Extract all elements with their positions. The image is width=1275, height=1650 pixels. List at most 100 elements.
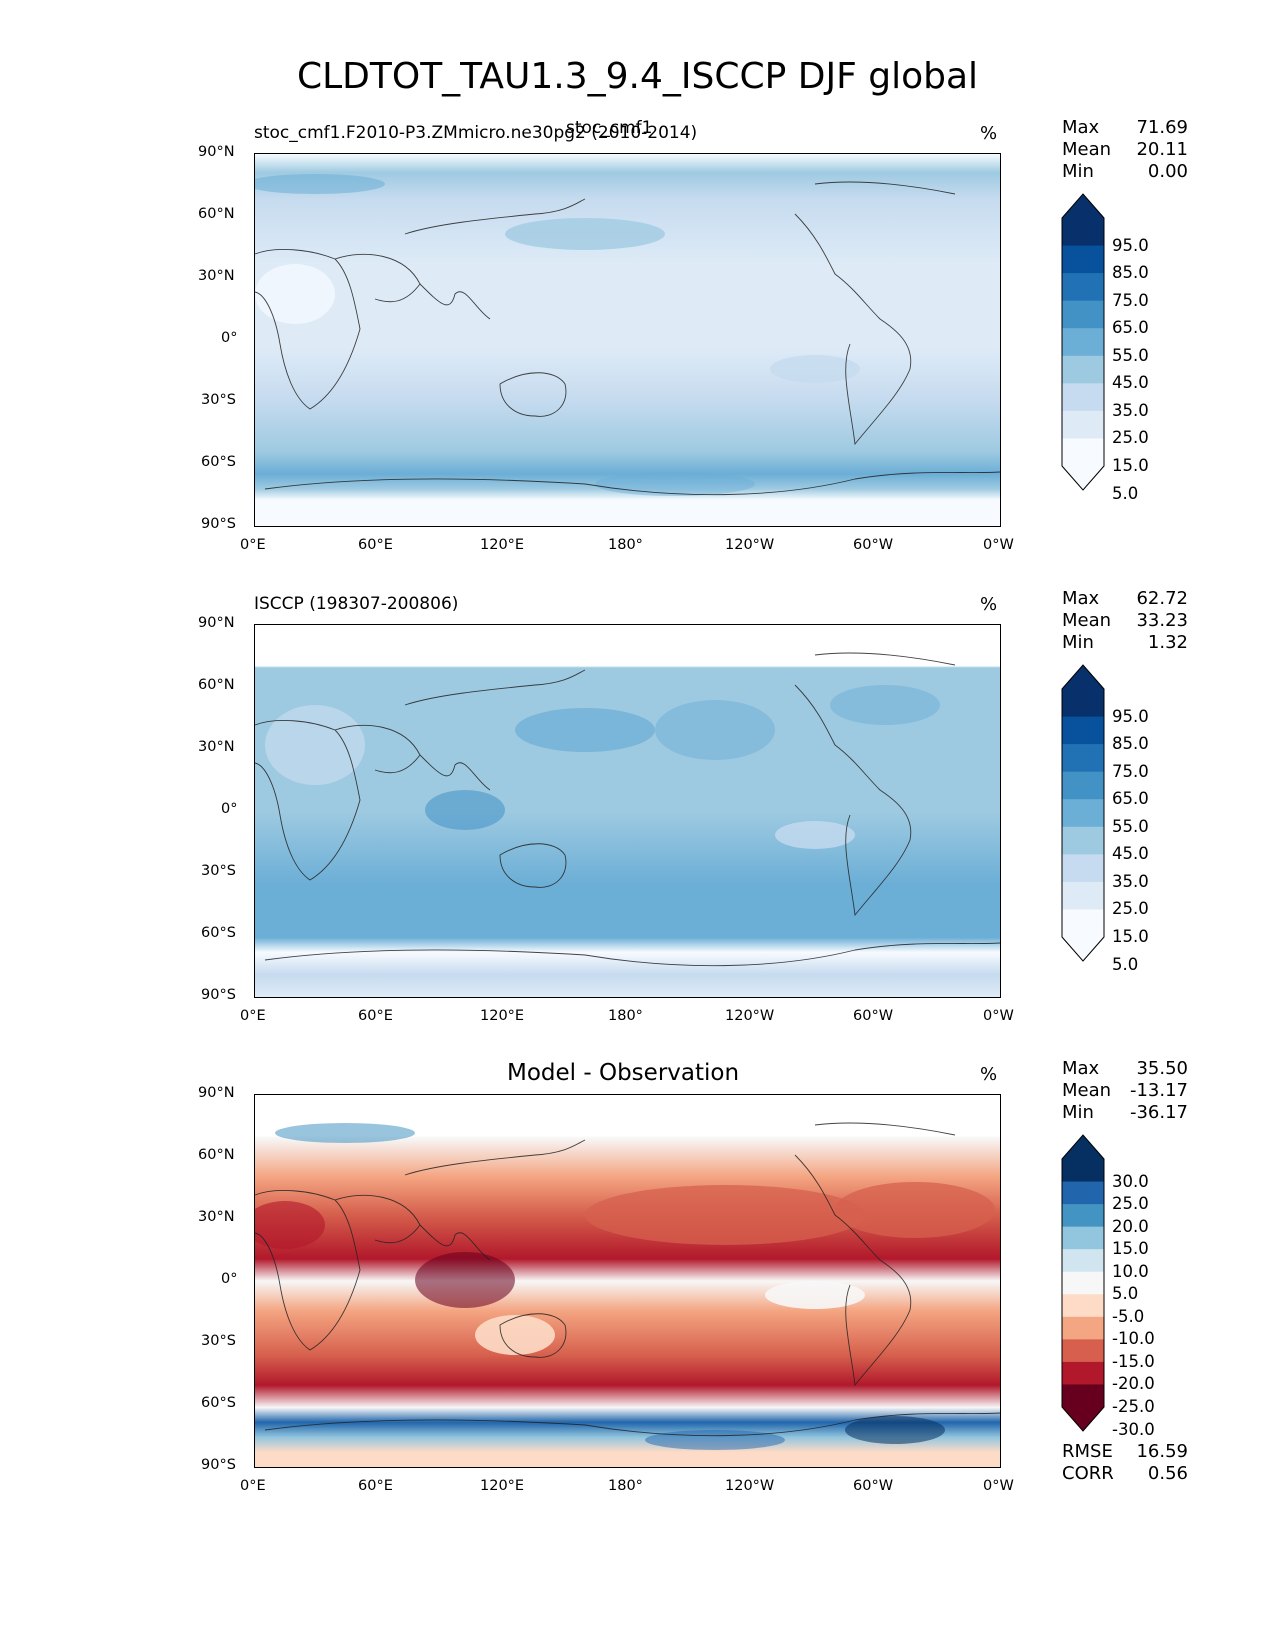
panel-obs-units: % bbox=[980, 594, 998, 615]
colorbar-tick-label: 45.0 bbox=[1112, 373, 1149, 393]
colorbar-band bbox=[1062, 355, 1104, 384]
stat-value: 0.00 bbox=[1147, 161, 1188, 182]
colorbar-tick-label: 65.0 bbox=[1112, 318, 1149, 338]
lon-tick: 60°W bbox=[853, 1478, 894, 1494]
lon-tick: 0°W bbox=[983, 1478, 1014, 1494]
colorbar-band bbox=[1062, 826, 1104, 855]
lat-tick: 60°S bbox=[201, 1395, 236, 1411]
colorbar-extend-bottom bbox=[1062, 466, 1104, 490]
panel-model-subtitle-left: stoc_cmf1.F2010-P3.ZMmicro.ne30pg2 (2010… bbox=[254, 123, 698, 143]
colorbar-graphic bbox=[1061, 1134, 1105, 1432]
metric-value: 0.56 bbox=[1147, 1463, 1188, 1484]
colorbar-extend-bottom bbox=[1062, 1407, 1104, 1431]
lon-tick: 180° bbox=[608, 537, 643, 553]
metric-label: RMSE bbox=[1062, 1441, 1113, 1462]
colorbar-tick-label: -25.0 bbox=[1112, 1397, 1155, 1416]
lon-tick: 120°E bbox=[480, 1478, 525, 1494]
colorbar-band bbox=[1062, 1204, 1104, 1228]
colorbar-band bbox=[1062, 1226, 1104, 1250]
colorbar-band bbox=[1062, 909, 1104, 938]
colorbar-tick-label: 5.0 bbox=[1112, 1284, 1139, 1304]
lat-tick: 30°S bbox=[201, 392, 236, 408]
stat-value: 33.23 bbox=[1136, 610, 1188, 631]
colorbar-tick-label: -20.0 bbox=[1112, 1374, 1155, 1394]
stat-value: 71.69 bbox=[1136, 117, 1188, 138]
lat-tick: 90°S bbox=[201, 1457, 236, 1473]
colorbar-graphic bbox=[1061, 664, 1105, 962]
lat-tick: 30°N bbox=[198, 1209, 235, 1225]
colorbar-band bbox=[1062, 245, 1104, 274]
colorbar-band bbox=[1062, 1361, 1104, 1385]
stat-label: Mean bbox=[1062, 139, 1112, 160]
colorbar-band bbox=[1062, 328, 1104, 357]
lon-tick: 60°E bbox=[358, 1478, 393, 1494]
colorbar-tick-label: 65.0 bbox=[1112, 789, 1149, 809]
colorbar-extend-top bbox=[1062, 194, 1104, 218]
colorbar-tick-label: 75.0 bbox=[1112, 290, 1149, 310]
colorbar-band bbox=[1062, 218, 1104, 247]
colorbar-band bbox=[1062, 1316, 1104, 1340]
colorbar-tick-label: 85.0 bbox=[1112, 263, 1149, 283]
colorbar-tick-label: 20.0 bbox=[1112, 1216, 1149, 1236]
colorbar-tick-label: 95.0 bbox=[1112, 706, 1149, 726]
lat-tick: 60°S bbox=[201, 454, 236, 470]
lon-tick: 120°W bbox=[725, 1008, 775, 1024]
colorbar-band bbox=[1062, 273, 1104, 302]
lon-tick: 60°E bbox=[358, 1008, 393, 1024]
colorbar-tick-label: 5.0 bbox=[1112, 954, 1139, 974]
colorbar-band bbox=[1062, 881, 1104, 910]
colorbar-band bbox=[1062, 1294, 1104, 1318]
stat-label: Max bbox=[1062, 588, 1100, 609]
lon-tick: 180° bbox=[608, 1008, 643, 1024]
lat-tick: 60°S bbox=[201, 925, 236, 941]
lat-tick: 90°N bbox=[198, 615, 235, 631]
panel-diff-units: % bbox=[980, 1064, 998, 1085]
colorbar-band bbox=[1062, 410, 1104, 439]
stat-label: Min bbox=[1062, 1102, 1094, 1123]
panel-diff-map bbox=[254, 1094, 1001, 1468]
lat-tick: 60°N bbox=[198, 1147, 235, 1163]
lat-tick: 90°S bbox=[201, 516, 236, 532]
lat-tick: 60°N bbox=[198, 677, 235, 693]
colorbar-band bbox=[1062, 383, 1104, 412]
colorbar-tick-label: 55.0 bbox=[1112, 816, 1149, 836]
lon-tick: 120°W bbox=[725, 537, 775, 553]
colorbar-band bbox=[1062, 1159, 1104, 1183]
stat-label: Max bbox=[1062, 1058, 1100, 1079]
colorbar-tick-label: 15.0 bbox=[1112, 1239, 1149, 1259]
colorbar-band bbox=[1062, 716, 1104, 745]
colorbar-tick-label: 75.0 bbox=[1112, 761, 1149, 781]
colorbar-band bbox=[1062, 1339, 1104, 1363]
colorbar-extend-top bbox=[1062, 665, 1104, 689]
panel-obs-stats: Max 62.72 Mean 33.23 Min 1.32 bbox=[1062, 588, 1188, 654]
colorbar-tick-label: 30.0 bbox=[1112, 1171, 1149, 1191]
colorbar-extend-top bbox=[1062, 1135, 1104, 1159]
colorbar-band bbox=[1062, 689, 1104, 718]
panel-model-stats: Max 71.69 Mean 20.11 Min 0.00 bbox=[1062, 117, 1188, 183]
stat-label: Mean bbox=[1062, 1080, 1112, 1101]
panel-diff-subtitle-center: Model - Observation bbox=[507, 1060, 740, 1086]
colorbar-tick-label: 35.0 bbox=[1112, 871, 1149, 891]
colorbar-outline bbox=[1061, 664, 1105, 962]
colorbar-tick-label: 55.0 bbox=[1112, 345, 1149, 365]
colorbar-tick-label: 15.0 bbox=[1112, 456, 1149, 475]
colorbar-band bbox=[1062, 854, 1104, 883]
panel-model-subtitle-center: stoc_cmf1 bbox=[566, 118, 653, 138]
lat-tick: 60°N bbox=[198, 206, 235, 222]
colorbar-band bbox=[1062, 1384, 1104, 1408]
lat-tick: 90°N bbox=[198, 1085, 235, 1101]
stat-value: 62.72 bbox=[1136, 588, 1188, 609]
panel-obs-colorbar: 95.0 85.0 75.0 65.0 55.0 45.0 35.0 25.0 15.0 5.0 bbox=[1060, 664, 1160, 974]
colorbar-tick-label: -10.0 bbox=[1112, 1329, 1155, 1349]
colorbar-outline bbox=[1061, 1134, 1105, 1432]
panel-model-units: % bbox=[980, 123, 998, 144]
colorbar-outline bbox=[1061, 193, 1105, 491]
colorbar-tick-label: 25.0 bbox=[1112, 1194, 1149, 1214]
lat-tick: 90°N bbox=[198, 144, 235, 160]
colorbar-extend-bottom bbox=[1062, 937, 1104, 961]
stat-value: 35.50 bbox=[1136, 1058, 1188, 1079]
colorbar-band bbox=[1062, 1271, 1104, 1295]
colorbar-tick-label: -5.0 bbox=[1112, 1306, 1145, 1326]
panel-model-colorbar: 95.0 85.0 75.0 65.0 55.0 45.0 35.0 25.0 15.0 5.0 bbox=[1060, 193, 1160, 503]
colorbar-band bbox=[1062, 744, 1104, 773]
